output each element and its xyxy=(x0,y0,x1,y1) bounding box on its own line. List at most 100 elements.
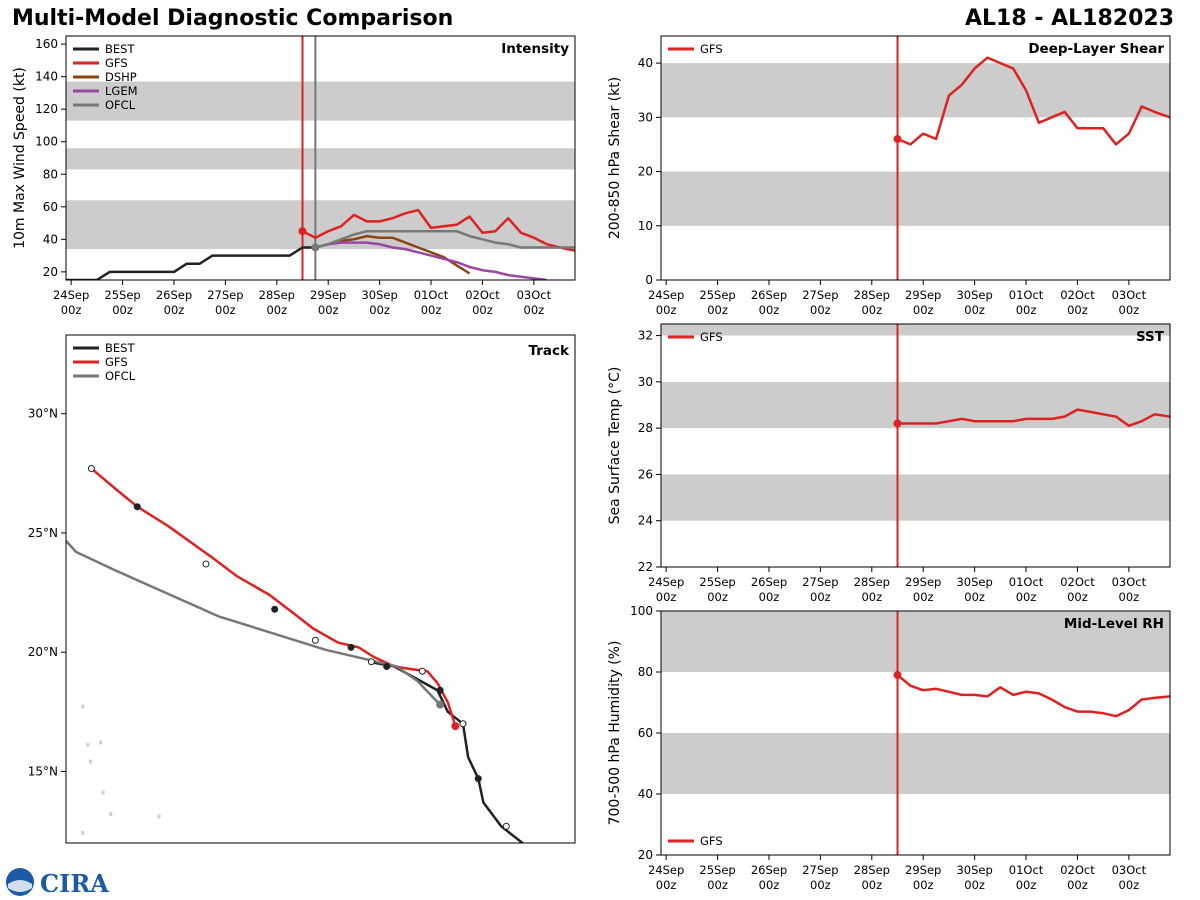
intensity-legend-label-dshp: DSHP xyxy=(105,70,137,84)
sst-series-gfs xyxy=(897,408,1170,428)
sst-xtick-label: 00z xyxy=(861,590,882,604)
rh-xtick-label: 00z xyxy=(964,878,985,892)
intensity-marker-ofcl xyxy=(311,243,320,252)
island-shape xyxy=(88,759,92,764)
rh-xtick-label: 24Sep xyxy=(648,863,684,877)
intensity-series-best xyxy=(66,246,316,280)
intensity-panel: 2040608010012014016024Sep00z25Sep00z26Se… xyxy=(12,35,576,317)
intensity-frame xyxy=(65,35,576,281)
shear-xtick-label: 00z xyxy=(1067,303,1088,317)
track-best-marker xyxy=(436,686,444,694)
shear-xtick-label: 00z xyxy=(1016,303,1037,317)
sst-ytick-label: 26 xyxy=(638,467,653,481)
shear-xtick-label: 00z xyxy=(759,303,780,317)
sst-ytick-label: 24 xyxy=(638,514,653,528)
rh-xtick-label: 00z xyxy=(707,878,728,892)
shear-series-gfs xyxy=(897,56,1170,146)
rh-ytick-label: 40 xyxy=(638,787,653,801)
sst-xtick-label: 27Sep xyxy=(802,575,838,589)
shear-xtick-label: 00z xyxy=(1119,303,1140,317)
sst-xtick-label: 03Oct xyxy=(1112,575,1147,589)
intensity-xtick-label: 00z xyxy=(266,303,287,317)
rh-xtick-label: 00z xyxy=(1067,878,1088,892)
island-shape xyxy=(86,742,90,747)
intensity-xtick-label: 27Sep xyxy=(207,288,243,302)
rh-xtick-label: 30Sep xyxy=(956,863,992,877)
shear-marker-gfs xyxy=(893,135,902,144)
storm-id: AL18 - AL182023 xyxy=(965,6,1174,31)
intensity-legend-label-gfs: GFS xyxy=(105,56,128,70)
sst-ylabel: Sea Surface Temp (°C) xyxy=(607,367,623,525)
shear-frame xyxy=(660,35,1171,281)
island-shape xyxy=(101,790,105,795)
island-shape xyxy=(99,740,103,745)
intensity-ytick-label: 60 xyxy=(43,200,58,214)
track-gfs-marker xyxy=(271,605,279,613)
sst-ytick-label: 32 xyxy=(638,329,653,343)
intensity-xtick-label: 00z xyxy=(164,303,185,317)
intensity-ytick-label: 40 xyxy=(43,232,58,246)
rh-xtick-label: 00z xyxy=(759,878,780,892)
page-title: Multi-Model Diagnostic Comparison xyxy=(12,6,454,31)
intensity-series-ofcl xyxy=(315,229,575,249)
sst-xtick-label: 00z xyxy=(707,590,728,604)
shear-ytick-label: 10 xyxy=(638,219,653,233)
rh-xtick-label: 00z xyxy=(913,878,934,892)
sst-xtick-label: 29Sep xyxy=(905,575,941,589)
shear-legend-label-gfs: GFS xyxy=(700,42,723,56)
track-lat-label: 25°N xyxy=(28,526,58,540)
sst-band-1 xyxy=(661,381,1170,429)
rh-xtick-label: 27Sep xyxy=(802,863,838,877)
track-best-open-marker xyxy=(502,822,510,830)
rh-legend: GFS xyxy=(668,834,723,848)
intensity-xtick-label: 29Sep xyxy=(310,288,346,302)
track-lat-label: 15°N xyxy=(28,764,58,778)
shear-xtick-label: 27Sep xyxy=(802,288,838,302)
shear-xtick-label: 26Sep xyxy=(751,288,787,302)
track-gfs-open-marker xyxy=(87,465,95,473)
rh-xtick-label: 00z xyxy=(1016,878,1037,892)
intensity-xtick-label: 00z xyxy=(472,303,493,317)
shear-title: Deep-Layer Shear xyxy=(1028,41,1164,57)
track-legend-label-ofcl: OFCL xyxy=(105,369,136,383)
sst-ytick-label: 30 xyxy=(638,375,653,389)
track-series-ofcl xyxy=(66,539,442,706)
shear-band-1 xyxy=(661,63,1170,118)
intensity-legend-label-ofcl: OFCL xyxy=(105,98,136,112)
sst-plot-area xyxy=(661,324,1170,567)
sst-xtick-label: 02Oct xyxy=(1060,575,1095,589)
shear-xtick-label: 00z xyxy=(810,303,831,317)
intensity-legend-label-lgem: LGEM xyxy=(105,84,138,98)
rh-panel: 2040608010024Sep00z25Sep00z26Sep00z27Sep… xyxy=(607,604,1171,892)
cira-logo: CIRA xyxy=(6,868,109,898)
intensity-xtick-label: 00z xyxy=(61,303,82,317)
intensity-xtick-label: 00z xyxy=(112,303,133,317)
track-ofcl-start-marker xyxy=(436,700,445,709)
rh-xtick-label: 02Oct xyxy=(1060,863,1095,877)
shear-xtick-label: 01Oct xyxy=(1009,288,1044,302)
rh-xtick-label: 26Sep xyxy=(751,863,787,877)
intensity-marker-gfs xyxy=(298,227,307,236)
rh-legend-label-gfs: GFS xyxy=(700,834,723,848)
intensity-xtick-label: 00z xyxy=(215,303,236,317)
shear-xtick-label: 00z xyxy=(656,303,677,317)
intensity-series-gfs xyxy=(301,208,575,252)
shear-ytick-label: 30 xyxy=(638,110,653,124)
shear-ytick-label: 0 xyxy=(645,273,653,287)
track-series-gfs xyxy=(90,467,457,727)
track-gfs-marker xyxy=(383,663,391,671)
intensity-series-dshp xyxy=(315,234,471,275)
shear-xtick-label: 00z xyxy=(861,303,882,317)
rh-xtick-label: 25Sep xyxy=(699,863,735,877)
intensity-xtick-label: 00z xyxy=(524,303,545,317)
sst-xtick-label: 00z xyxy=(656,590,677,604)
shear-xtick-label: 00z xyxy=(964,303,985,317)
intensity-band-1 xyxy=(66,148,575,170)
shear-ylabel: 200-850 hPa Shear (kt) xyxy=(607,77,623,239)
intensity-band-2 xyxy=(66,81,575,121)
rh-xtick-label: 00z xyxy=(656,878,677,892)
sst-band-2 xyxy=(661,324,1170,336)
